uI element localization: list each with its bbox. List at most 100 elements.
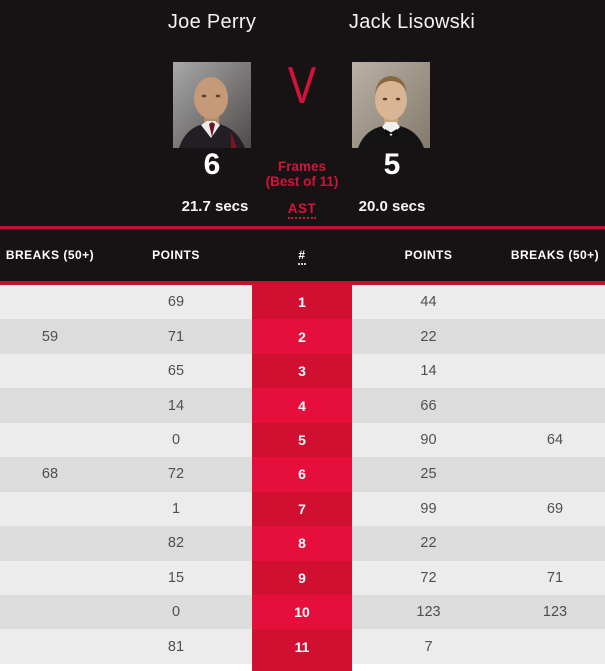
p2-points-cell: 44 <box>352 285 505 320</box>
p2-points-cell: 72 <box>352 560 505 595</box>
table-row: 69 1 44 <box>0 285 605 320</box>
frame-number-cell: 4 <box>252 388 352 423</box>
p1-break-cell <box>0 422 100 458</box>
p2-break-cell <box>505 388 605 423</box>
p1-break-cell <box>0 491 100 527</box>
p1-points-cell: 0 <box>100 422 252 458</box>
p1-points-cell: 14 <box>100 388 252 423</box>
p1-break-cell <box>0 629 100 664</box>
table-row: 0 5 90 64 <box>0 422 605 458</box>
player2-name: Jack Lisowski <box>348 11 476 33</box>
frame-number-cell: 1 <box>252 285 352 320</box>
versus-mark: V <box>287 57 317 115</box>
p1-points-cell: 72 <box>100 457 252 492</box>
p1-points-cell: 1 <box>100 491 252 527</box>
p1-points-cell: 82 <box>100 526 252 561</box>
p1-break-cell <box>0 388 100 423</box>
p1-break-cell <box>0 353 100 389</box>
ast-label[interactable]: AST <box>287 201 317 219</box>
p2-break-cell: 64 <box>505 422 605 458</box>
table-row: 82 8 22 <box>0 526 605 561</box>
header-breaks-left: BREAKS (50+) <box>5 248 95 262</box>
frames-label-line2: (Best of 11) <box>265 174 339 189</box>
header-points-right: POINTS <box>404 248 453 262</box>
p1-points-cell: 65 <box>100 353 252 389</box>
p1-break-cell <box>0 663 100 671</box>
table-row: 65 3 14 <box>0 353 605 389</box>
match-header: Joe Perry Jack Lisowski V <box>0 0 605 226</box>
frame-number-cell: 6 <box>252 457 352 492</box>
frame-number-cell: 11 <box>252 629 352 664</box>
frames-label: Frames (Best of 11) <box>227 159 377 189</box>
p2-points-cell: 14 <box>352 353 505 389</box>
p1-points-cell <box>100 663 252 671</box>
frame-hash-abbr[interactable]: # <box>298 248 306 265</box>
p2-break-cell <box>505 319 605 354</box>
table-header-row: BREAKS (50+) POINTS # POINTS BREAKS (50+… <box>0 229 605 281</box>
p2-break-cell: 69 <box>505 491 605 527</box>
table-row: 15 9 72 71 <box>0 560 605 595</box>
p2-break-cell: 71 <box>505 560 605 595</box>
table-row: 14 4 66 <box>0 388 605 423</box>
header-bottom-divider <box>0 281 605 285</box>
player2-frames-score: 5 <box>383 148 401 181</box>
p2-points-cell: 7 <box>352 629 505 664</box>
p2-points-cell: 25 <box>352 457 505 492</box>
player2-portrait-icon <box>352 62 430 148</box>
frame-number-cell: 9 <box>252 560 352 595</box>
p2-points-cell: 99 <box>352 491 505 527</box>
player1-frames-score: 6 <box>203 148 221 181</box>
table-row: 59 71 2 22 <box>0 319 605 354</box>
header-breaks-right: BREAKS (50+) <box>510 248 600 262</box>
table-row: 68 72 6 25 <box>0 457 605 492</box>
p2-break-cell <box>505 629 605 664</box>
frame-number-cell: 7 <box>252 491 352 527</box>
p1-break-cell: 68 <box>0 457 100 492</box>
frame-number-cell <box>252 663 352 671</box>
p2-points-cell: 66 <box>352 388 505 423</box>
ast-abbr[interactable]: AST <box>252 200 352 219</box>
p1-points-cell: 81 <box>100 629 252 664</box>
table-row: 81 11 7 <box>0 629 605 664</box>
player1-portrait-icon <box>173 62 251 148</box>
header-points-left: POINTS <box>152 248 200 262</box>
table-row: 0 10 123 123 <box>0 594 605 630</box>
table-row: 1 7 99 69 <box>0 491 605 527</box>
player1-ast-value: 21.7 secs <box>181 198 249 215</box>
p1-points-cell: 15 <box>100 560 252 595</box>
p2-points-cell: 22 <box>352 319 505 354</box>
p2-break-cell: 123 <box>505 594 605 630</box>
frame-number-cell: 3 <box>252 353 352 389</box>
p1-break-cell: 59 <box>0 319 100 354</box>
header-top-divider <box>0 226 605 229</box>
frame-number-cell: 10 <box>252 594 352 630</box>
p2-break-cell <box>505 353 605 389</box>
p1-points-cell: 71 <box>100 319 252 354</box>
player2-ast-value: 20.0 secs <box>358 198 426 215</box>
frame-number-cell: 8 <box>252 526 352 561</box>
p2-break-cell <box>505 526 605 561</box>
frames-label-line1: Frames <box>277 159 327 174</box>
p1-break-cell <box>0 526 100 561</box>
p2-break-cell <box>505 457 605 492</box>
p1-break-cell <box>0 560 100 595</box>
header-frame: # <box>252 248 352 265</box>
frame-number-cell: 5 <box>252 422 352 458</box>
table-row-partial <box>0 663 605 671</box>
p2-break-cell <box>505 285 605 320</box>
frame-number-cell: 2 <box>252 319 352 354</box>
p1-points-cell: 69 <box>100 285 252 320</box>
p2-break-cell <box>505 663 605 671</box>
p2-points-cell: 90 <box>352 422 505 458</box>
player1-photo <box>173 62 251 148</box>
player2-photo <box>352 62 430 148</box>
frames-table: 69 1 44 59 71 2 22 65 3 14 14 4 66 <box>0 285 605 671</box>
p1-break-cell <box>0 594 100 630</box>
p1-points-cell: 0 <box>100 594 252 630</box>
p2-points-cell <box>352 663 505 671</box>
p1-break-cell <box>0 285 100 320</box>
player1-name: Joe Perry <box>167 11 257 33</box>
p2-points-cell: 123 <box>352 594 505 630</box>
p2-points-cell: 22 <box>352 526 505 561</box>
